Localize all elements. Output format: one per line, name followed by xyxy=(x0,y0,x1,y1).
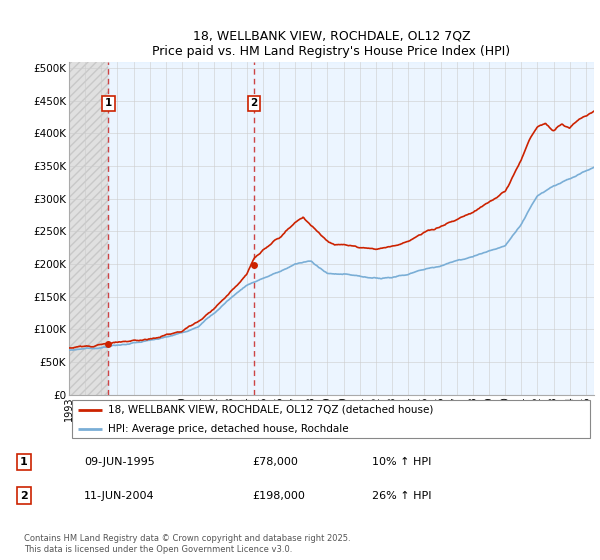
Text: 2: 2 xyxy=(250,98,257,108)
Text: £198,000: £198,000 xyxy=(252,491,305,501)
Text: 10% ↑ HPI: 10% ↑ HPI xyxy=(372,457,431,467)
Text: 18, WELLBANK VIEW, ROCHDALE, OL12 7QZ (detached house): 18, WELLBANK VIEW, ROCHDALE, OL12 7QZ (d… xyxy=(109,405,434,415)
Text: £78,000: £78,000 xyxy=(252,457,298,467)
Text: 1: 1 xyxy=(20,457,28,467)
Text: HPI: Average price, detached house, Rochdale: HPI: Average price, detached house, Roch… xyxy=(109,423,349,433)
Bar xyxy=(69,62,109,395)
Text: 1: 1 xyxy=(105,98,112,108)
Text: Contains HM Land Registry data © Crown copyright and database right 2025.
This d: Contains HM Land Registry data © Crown c… xyxy=(24,534,350,554)
Bar xyxy=(109,62,594,395)
Text: 2: 2 xyxy=(20,491,28,501)
Text: 11-JUN-2004: 11-JUN-2004 xyxy=(84,491,155,501)
Text: 26% ↑ HPI: 26% ↑ HPI xyxy=(372,491,431,501)
Bar xyxy=(69,62,109,395)
Title: 18, WELLBANK VIEW, ROCHDALE, OL12 7QZ
Price paid vs. HM Land Registry's House Pr: 18, WELLBANK VIEW, ROCHDALE, OL12 7QZ Pr… xyxy=(152,30,511,58)
FancyBboxPatch shape xyxy=(71,400,590,438)
Text: 09-JUN-1995: 09-JUN-1995 xyxy=(84,457,155,467)
